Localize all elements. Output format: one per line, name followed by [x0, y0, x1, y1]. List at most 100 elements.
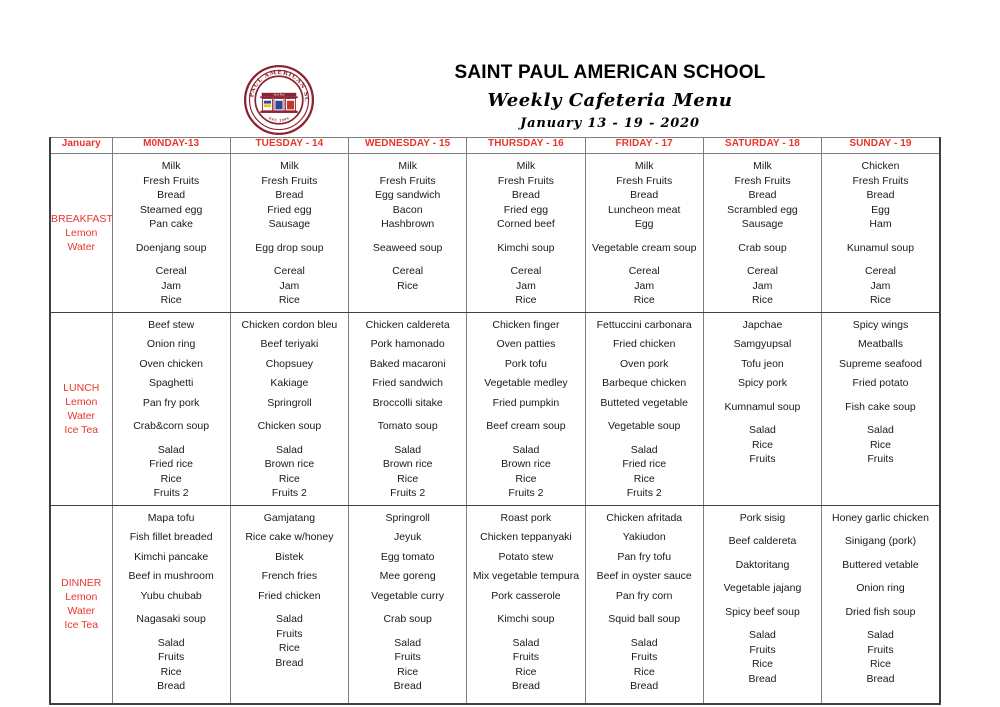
menu-cell: Milk Fresh Fruits Egg sandwich Bacon Hashbro…: [348, 153, 468, 313]
menu-item: Samgyupsal: [733, 338, 792, 350]
menu-item: Seaweed soup: [372, 241, 443, 254]
menu-item: Rice: [278, 294, 300, 306]
menu-item: Onion ring: [856, 582, 905, 594]
menu-item: Egg tomato: [380, 550, 435, 563]
menu-cell: Milk Fresh Fruits Bread Fried egg Corned bee…: [466, 153, 586, 313]
menu-cell: Milk Fresh Fruits Bread Fried egg Sausage Egg…: [229, 153, 350, 313]
menu-item: Squid ball soup: [608, 613, 681, 625]
menu-item: Spicy pork: [737, 377, 787, 389]
menu-item: Fruits: [512, 651, 540, 663]
menu-cell: Mapa tofu Fish fillet breaded Kimchi panca…: [111, 504, 231, 705]
menu-item: Pan cake: [149, 218, 194, 230]
menu-item: Pan fry pork: [142, 396, 200, 409]
menu-item: Pork hamonado: [370, 338, 445, 350]
menu-item: Supreme seafood: [839, 357, 922, 370]
menu-item: Jeyuk: [393, 531, 422, 543]
day-header-5: FRIDAY - 17: [584, 137, 704, 154]
menu-item: Doenjang soup: [135, 241, 207, 254]
menu-item: Cereal: [865, 265, 896, 277]
menu-item: Rice: [397, 472, 419, 485]
menu-item: Chopsuey: [265, 357, 314, 370]
menu-item: Rice: [278, 472, 300, 485]
menu-item: Chicken cordon bleu: [241, 318, 338, 331]
menu-item: Meatballs: [858, 338, 903, 350]
menu-cell: Chicken caldereta Pork hamonado Baked maca…: [348, 311, 468, 506]
menu-item: Fried egg: [503, 203, 549, 216]
meal-row-breakfast: BREAKFAST Lemon Water Milk Fresh Fruits Bread…: [49, 153, 941, 313]
meal-drink: Ice Tea: [64, 619, 99, 631]
menu-item: Brown rice: [264, 458, 315, 470]
menu-item: Rice: [397, 279, 419, 292]
menu-item: Milk: [398, 160, 417, 172]
meal-drink: Water: [67, 409, 96, 422]
menu-item: Springroll: [385, 511, 430, 524]
menu-item: Vegetable soup: [607, 420, 681, 432]
menu-item: Yakiudon: [622, 531, 666, 543]
menu-item: Rice: [515, 472, 537, 485]
menu-item: Cereal: [392, 265, 424, 277]
meal-name: BREAKFAST: [51, 212, 113, 225]
menu-item: Oven patties: [496, 338, 556, 350]
table-body: BREAKFAST Lemon Water Milk Fresh Fruits Bread…: [49, 153, 941, 705]
menu-item: Jam: [516, 279, 536, 292]
menu-item: Rice: [160, 294, 182, 306]
menu-item: Potato stew: [498, 550, 554, 563]
menu-item: Egg sandwich: [374, 189, 441, 201]
menu-item: Salad: [275, 613, 303, 625]
menu-cell: Chicken finger Oven patties Pork tofu Veget…: [466, 311, 586, 506]
menu-item: Beef in oyster sauce: [596, 570, 692, 582]
menu-item: Pork tofu: [504, 357, 547, 370]
menu-item: Fettuccini carbonara: [596, 318, 692, 331]
menu-item: Fried chicken: [258, 589, 321, 602]
menu-item: Bread: [157, 680, 186, 692]
menu-item: Vegetable jajang: [723, 582, 802, 594]
menu-item: Fresh Fruits: [143, 174, 200, 187]
day-header-6: SATURDAY - 18: [702, 137, 823, 154]
menu-item: Japchae: [742, 318, 783, 331]
menu-item: Fruits: [276, 627, 303, 640]
menu-item: Milk: [161, 160, 181, 172]
menu-item: Fruits 2: [390, 487, 426, 499]
menu-item: Mapa tofu: [147, 511, 195, 524]
menu-item: Mix vegetable tempura: [472, 570, 580, 582]
menu-item: Kunamul soup: [846, 241, 915, 254]
menu-cell: Honey garlic chicken Sinigang (pork) Butte…: [821, 504, 941, 705]
menu-cell: Fettuccini carbonara Fried chicken Oven po…: [584, 311, 704, 506]
menu-item: Rice: [160, 665, 182, 678]
school-name: SAINT PAUL AMERICAN SCHOOL: [454, 62, 766, 83]
menu-item: Fried pumpkin: [492, 396, 560, 409]
menu-item: Vegetable cream soup: [591, 241, 697, 254]
meal-name: DINNER: [61, 577, 102, 589]
menu-item: Bread: [393, 680, 422, 692]
menu-cell: Milk Fresh Fruits Bread Scrambled egg Sausag…: [702, 153, 823, 313]
menu-item: Milk: [634, 160, 654, 172]
menu-cell: Spicy wings Meatballs Supreme seafood Fried…: [821, 311, 941, 506]
menu-date-range: January 13 - 19 - 2020: [520, 116, 700, 131]
meal-label-breakfast: BREAKFAST Lemon Water: [49, 153, 113, 313]
menu-cell: Chicken afritada Yakiudon Pan fry tofu Beef…: [584, 504, 704, 705]
meal-drink: Ice Tea: [64, 423, 99, 436]
menu-item: Cereal: [273, 265, 305, 277]
menu-item: Milk: [516, 160, 536, 172]
menu-item: Fruits: [631, 651, 658, 663]
day-header-7: SUNDAY - 19: [821, 137, 941, 154]
menu-item: Kimchi pancake: [134, 550, 209, 563]
menu-item: French fries: [261, 570, 318, 582]
menu-item: Baked macaroni: [369, 357, 446, 370]
menu-item: Kakiage: [270, 377, 309, 389]
meal-drink: Lemon: [65, 591, 98, 603]
menu-cell: Milk Fresh Fruits Bread Steamed egg Pan cake…: [111, 153, 231, 313]
meal-drink: Water: [67, 240, 96, 253]
menu-item: Salad: [512, 443, 540, 456]
menu-item: Ham: [869, 218, 892, 230]
menu-item: Fruits 2: [271, 487, 307, 499]
menu-item: Bread: [511, 189, 540, 201]
menu-item: Barbeque chicken: [602, 377, 687, 389]
menu-item: Salad: [867, 629, 894, 641]
menu-item: Fresh Fruits: [497, 174, 554, 187]
menu-item: Egg: [871, 203, 890, 216]
menu-item: Sausage: [268, 218, 311, 230]
meal-name: LUNCH: [63, 381, 100, 394]
menu-cell: Chicken cordon bleu Beef teriyaki Chopsuey…: [229, 311, 350, 506]
